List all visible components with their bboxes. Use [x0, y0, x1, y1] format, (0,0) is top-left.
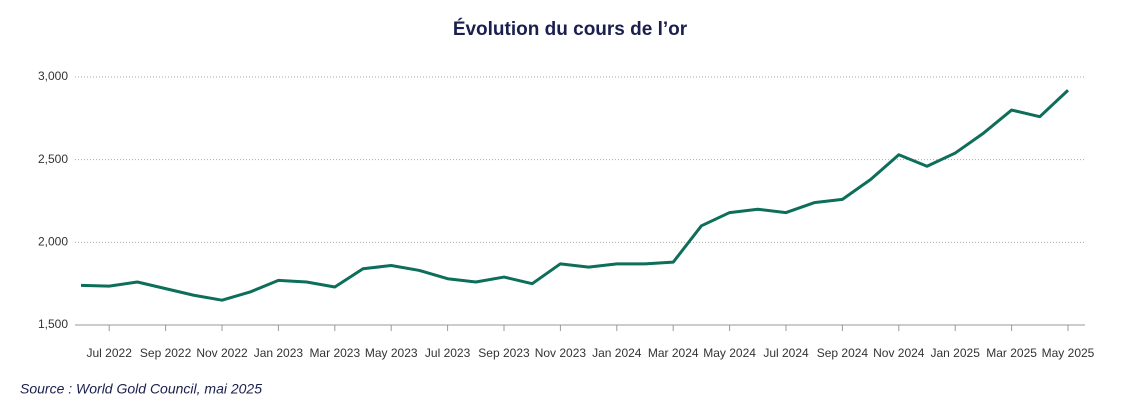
x-tick-label: Sep 2024: [817, 346, 869, 360]
chart-title: Évolution du cours de l’or: [453, 18, 688, 40]
x-tick-label: Jul 2023: [425, 346, 471, 360]
x-tick-label: Mar 2025: [986, 346, 1037, 360]
y-tick-label: 2,500: [38, 152, 68, 166]
y-tick-label: 1,500: [38, 317, 68, 331]
y-tick-label: 3,000: [38, 69, 68, 83]
line: [80, 89, 1070, 302]
source: Source : World Gold Council, mai 2025: [20, 381, 262, 397]
x-tick-label: Nov 2024: [873, 346, 925, 360]
y-tick-label: 2,000: [38, 235, 68, 249]
x-tick-label: Nov 2022: [196, 346, 248, 360]
x-tick-label: May 2025: [1042, 346, 1095, 360]
x-tick-label: Mar 2024: [648, 346, 699, 360]
x-tick-label: May 2023: [365, 346, 418, 360]
x-tick-label: Jul 2024: [763, 346, 809, 360]
x-tick-label: Jan 2025: [931, 346, 981, 360]
x-tick-label: Sep 2023: [478, 346, 530, 360]
x-tick-label: Jul 2022: [87, 346, 133, 360]
x-tick-label: May 2024: [703, 346, 756, 360]
x-tick-label: Jan 2024: [592, 346, 642, 360]
x-tick-label: Nov 2023: [535, 346, 587, 360]
x-tick-label: Mar 2023: [309, 346, 360, 360]
x-tick-label: Jan 2023: [254, 346, 304, 360]
x-tick-label: Sep 2022: [140, 346, 192, 360]
